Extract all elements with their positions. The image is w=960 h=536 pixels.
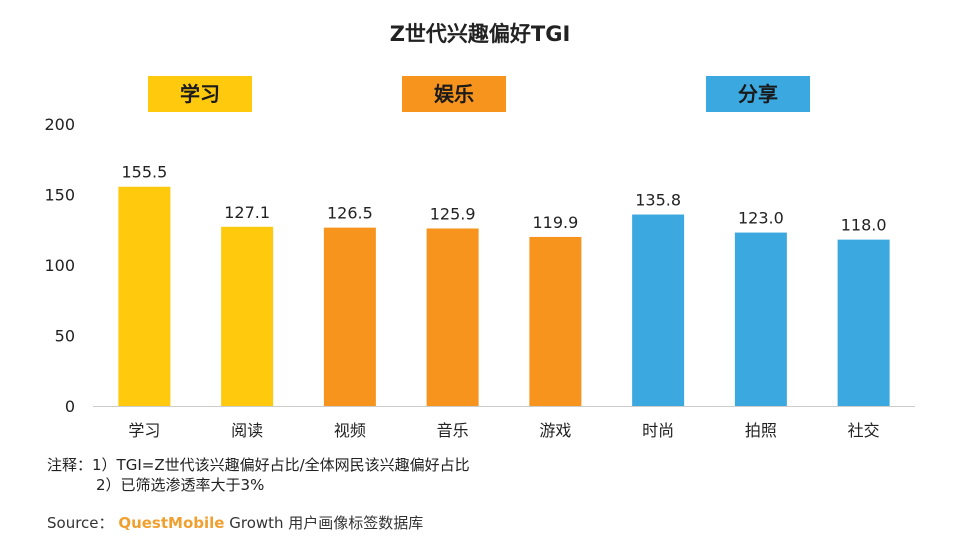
bar-5 (632, 214, 685, 406)
bar-6 (734, 232, 787, 406)
value-label-3: 125.9 (430, 204, 476, 223)
value-label-2: 126.5 (327, 204, 373, 223)
source-line: Source： QuestMobile Growth 用户画像标签数据库 (47, 512, 423, 533)
group-label-entertainment: 娱乐 (402, 76, 506, 112)
category-label-6: 拍照 (745, 421, 777, 440)
y-tick-label: 200 (44, 115, 75, 134)
category-label-1: 阅读 (231, 421, 263, 440)
bar-chart: 0 50 100 150 200 155.5 学习 127.1 阅读 126.5 视频 125.9 音乐… (44, 115, 915, 440)
source-brand: QuestMobile (118, 514, 225, 532)
bar-7 (837, 239, 890, 406)
group-label-sharing: 分享 (706, 76, 810, 112)
y-tick-label: 50 (55, 327, 75, 346)
value-label-4: 119.9 (532, 213, 578, 232)
category-label-4: 游戏 (539, 421, 571, 440)
bar-2 (323, 227, 376, 406)
value-label-0: 155.5 (121, 163, 167, 182)
note-line-2: 2）已筛选渗透率大于3% (96, 476, 265, 494)
value-label-5: 135.8 (635, 191, 681, 210)
bar-1 (221, 226, 274, 406)
value-label-6: 123.0 (738, 209, 784, 228)
source-prefix: Source： (47, 514, 114, 532)
bar-3 (426, 228, 479, 406)
category-label-5: 时尚 (642, 421, 674, 440)
category-label-2: 视频 (334, 421, 366, 440)
category-label-3: 音乐 (437, 421, 469, 440)
group-label-learning: 学习 (148, 76, 252, 112)
value-label-7: 118.0 (841, 216, 887, 235)
y-tick-label: 150 (44, 186, 75, 205)
category-label-7: 社交 (848, 421, 880, 440)
note-line-1: 注释：1）TGI=Z世代该兴趣偏好占比/全体网民该兴趣偏好占比 (47, 456, 470, 474)
y-tick-label: 0 (65, 397, 75, 416)
value-label-1: 127.1 (224, 203, 270, 222)
bar-4 (529, 236, 582, 406)
category-label-0: 学习 (128, 421, 160, 440)
y-tick-label: 100 (44, 256, 75, 275)
chart-title: Z世代兴趣偏好TGI (389, 22, 571, 46)
bar-0 (118, 186, 171, 406)
source-rest: Growth 用户画像标签数据库 (229, 514, 424, 532)
